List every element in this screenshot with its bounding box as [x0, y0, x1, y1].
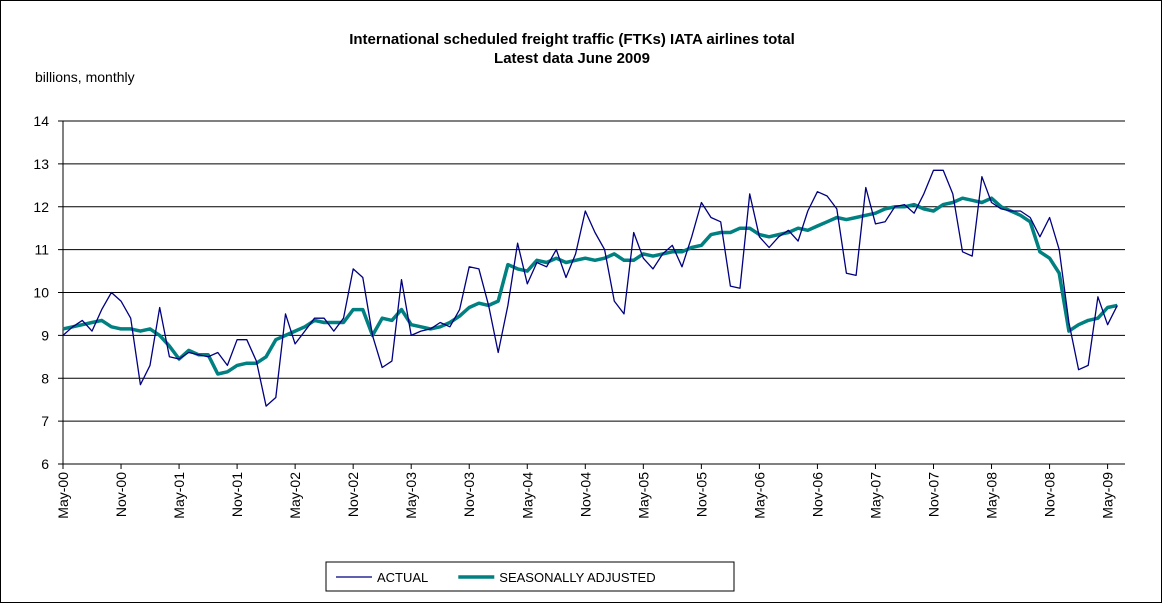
y-tick-label: 13: [33, 156, 49, 172]
chart-subtitle: Latest data June 2009: [494, 50, 650, 67]
legend-label: ACTUAL: [377, 570, 428, 585]
x-tick-label: Nov-06: [809, 472, 825, 517]
y-tick-label: 9: [41, 327, 49, 343]
y-tick-label: 6: [41, 456, 49, 472]
x-tick-label: Nov-08: [1042, 472, 1058, 517]
x-tick-label: Nov-05: [693, 472, 709, 517]
x-tick-label: May-09: [1100, 472, 1116, 519]
y-tick-label: 11: [34, 242, 49, 258]
y-tick-label: 10: [33, 285, 49, 301]
legend-label: SEASONALLY ADJUSTED: [499, 570, 655, 585]
y-tick-label: 14: [33, 113, 49, 129]
x-tick-label: May-04: [519, 472, 535, 519]
x-tick-label: Nov-07: [925, 472, 941, 517]
x-tick-label: Nov-01: [229, 472, 245, 517]
x-tick-label: Nov-03: [461, 472, 477, 517]
y-axis-label: billions, monthly: [35, 69, 135, 85]
y-tick-label: 7: [41, 413, 49, 429]
x-tick-label: Nov-04: [577, 472, 593, 517]
x-tick-label: May-06: [751, 472, 767, 519]
legend: ACTUAL SEASONALLY ADJUSTED: [325, 561, 735, 592]
x-tick-label: May-03: [403, 472, 419, 519]
x-tick-label: Nov-02: [345, 472, 361, 517]
x-tick-label: Nov-00: [113, 472, 129, 517]
series-line: [62, 169, 1118, 407]
y-tick-label: 12: [33, 199, 49, 215]
series-line: [62, 196, 1118, 376]
x-tick-label: May-05: [635, 472, 651, 519]
x-tick-label: May-00: [55, 472, 71, 519]
chart-title: International scheduled freight traffic …: [349, 31, 795, 48]
x-tick-label: May-01: [171, 472, 187, 519]
x-tick-label: May-07: [867, 472, 883, 519]
x-tick-label: May-08: [984, 472, 1000, 519]
legend-box: [325, 561, 735, 592]
x-tick-label: May-02: [287, 472, 303, 519]
y-tick-label: 8: [41, 370, 49, 386]
